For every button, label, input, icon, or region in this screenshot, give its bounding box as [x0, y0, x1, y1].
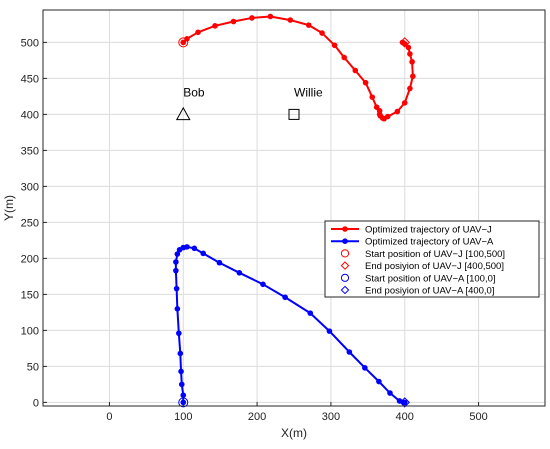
series-1-point [331, 42, 338, 49]
series-1-point [249, 15, 255, 21]
x-tick-label: 300 [322, 411, 340, 423]
legend-label: Start position of UAV−A [100,0] [365, 273, 496, 284]
y-tick-label: 50 [27, 361, 39, 373]
series-2-point [200, 250, 206, 257]
y-tick-label: 100 [21, 325, 39, 337]
marker-1 [178, 37, 189, 48]
series-2-point [401, 399, 408, 406]
series-1-point [341, 54, 348, 61]
y-tick-label: 350 [21, 145, 39, 157]
series-2-point [260, 281, 266, 288]
series-1-point [287, 17, 294, 23]
y-tick-label: 400 [21, 109, 39, 121]
y-tick-label: 200 [21, 253, 39, 265]
legend-marker-3 [340, 273, 350, 282]
series-1-point [394, 108, 401, 115]
series-1-point [384, 113, 391, 120]
series-2-point [346, 349, 353, 355]
series-1-point [195, 29, 201, 36]
legend-label: End posiyion of UAV−A [400,0] [365, 286, 494, 297]
marker-2 [399, 37, 410, 48]
series-2-point [387, 390, 393, 396]
x-tick-label: 200 [248, 411, 266, 423]
series-1-point [319, 30, 325, 36]
series-2-point [178, 368, 184, 375]
legend-marker-4 [340, 285, 350, 295]
x-tick-label: 100 [174, 411, 192, 423]
y-axis-title: Y(m) [2, 195, 16, 221]
legend-point-1 [342, 226, 348, 232]
annotation-2-square [288, 108, 300, 120]
y-tick-label: 0 [33, 397, 39, 409]
series-1-point [410, 73, 416, 80]
legend-label: Optimized trajectory of UAV−J [365, 225, 492, 236]
series-1-point [230, 18, 237, 25]
series-2-point [307, 310, 314, 316]
y-tick-label: 300 [21, 181, 39, 193]
series-1-point [305, 22, 312, 28]
annotations: Bob Willie [175, 85, 323, 121]
series-2-point [180, 399, 187, 406]
series-2-point [174, 251, 181, 257]
x-tick-label: 500 [469, 411, 487, 423]
legend-label: Optimized trajectory of UAV−A [365, 237, 494, 248]
series-2-point [326, 328, 333, 334]
series-2-point [173, 259, 179, 265]
series-1-point [407, 85, 413, 92]
legend-label: End posiyion of UAV−J [400,500] [365, 261, 504, 272]
annotation-1-label: Bob [183, 85, 205, 99]
series-2-point [180, 392, 187, 399]
legend-marker-1 [340, 249, 350, 258]
series-2-point [184, 244, 190, 250]
series-2-point [376, 378, 382, 385]
series-2-point [362, 365, 368, 371]
y-tick-label: 450 [21, 73, 39, 85]
series-2-point [177, 350, 184, 357]
series-1-point [407, 51, 413, 57]
series-2-point [282, 294, 288, 301]
series-2-point [174, 306, 181, 312]
tick-labels: 0 100 200 300 400 500 0 50 100 150 200 250 300 350 400… [21, 37, 488, 423]
legend-point-2 [342, 238, 348, 244]
x-axis-title: X(m) [281, 426, 307, 440]
series-1-point [267, 13, 274, 20]
annotation-2-label: Willie [294, 85, 323, 99]
y-tick-label: 250 [21, 217, 39, 229]
position-markers [178, 37, 410, 408]
marker-4 [399, 397, 410, 408]
series-1-point [376, 108, 383, 114]
legend-marker-2 [340, 261, 350, 270]
series-1-point [212, 23, 218, 29]
series-1-point [184, 36, 190, 42]
series-1-point [352, 67, 359, 74]
legend-box [324, 220, 540, 298]
series-1-point [180, 39, 187, 46]
x-tick-label: 0 [106, 411, 112, 423]
annotation-1-triangle [175, 106, 191, 121]
series-1-point [409, 59, 415, 65]
series-lines [173, 13, 416, 406]
series-1-point [401, 100, 408, 106]
series-2-point [216, 259, 223, 266]
series-2-point [178, 381, 185, 388]
series-1-point [362, 79, 369, 86]
series-2-point [191, 245, 198, 252]
series-1-point [405, 44, 412, 51]
series-2-point [236, 270, 243, 276]
x-tick-label: 400 [396, 411, 414, 423]
y-tick-label: 150 [21, 289, 39, 301]
series-2-point [173, 285, 180, 292]
series-1-point [369, 94, 376, 100]
axes-frame [42, 9, 546, 407]
series-2-point [176, 330, 182, 337]
marker-3 [178, 397, 189, 408]
legend-label: Start position of UAV−J [100,500] [365, 249, 505, 260]
series-2-point [173, 267, 179, 274]
y-tick-label: 500 [21, 37, 39, 49]
